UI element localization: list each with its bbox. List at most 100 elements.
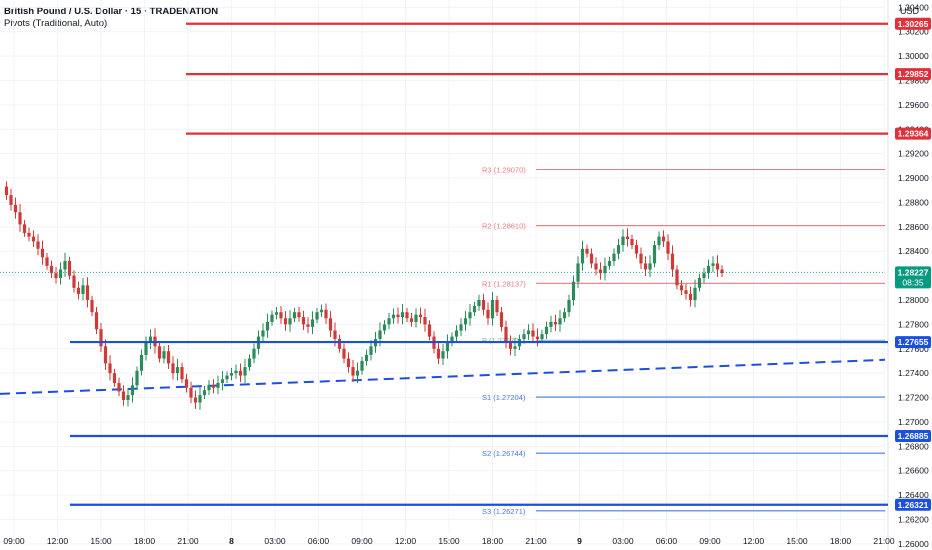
price-tick-label: 1.29000 [898, 173, 929, 183]
candle-body [441, 351, 445, 359]
candle-body [499, 312, 504, 327]
candle-body [283, 318, 288, 325]
candle-body [184, 379, 189, 388]
horizontal-levels: 1.30265 1.29852 1.29364 1.27655 1.26885 1.263… [70, 17, 931, 511]
time-tick-label: 09:00 [3, 536, 25, 546]
trendline-dashed [0, 358, 886, 395]
candle-body [477, 300, 481, 307]
candle-body [688, 293, 693, 300]
candle-body [702, 273, 706, 279]
level-price-tag-label: 1.26885 [898, 431, 929, 441]
time-tick-label: 21:00 [873, 536, 895, 546]
candle-body [49, 265, 54, 274]
candle-body [76, 287, 81, 294]
candle-body [369, 346, 373, 355]
candle-body [13, 204, 18, 213]
candle-body [463, 318, 468, 325]
candle-body [553, 321, 558, 325]
candle-body [576, 263, 580, 282]
candle-body [526, 330, 531, 335]
candle-body [351, 367, 355, 376]
candle-body [544, 326, 549, 335]
candle-body [436, 348, 441, 359]
candle-body [445, 342, 450, 352]
candle-body [657, 236, 661, 246]
candle-body [603, 265, 607, 274]
candle-body [67, 260, 72, 276]
candle-body [639, 253, 643, 264]
candle-body [211, 385, 216, 388]
candle-body [31, 236, 36, 242]
candle-body [607, 260, 612, 266]
candle-body [261, 330, 265, 337]
candle-body [346, 358, 351, 368]
candle-body [562, 312, 567, 319]
candle-body [180, 367, 184, 380]
candle-body [675, 269, 679, 286]
candle-body [279, 312, 283, 319]
candle-body [558, 318, 562, 325]
time-tick-label: 21:00 [525, 536, 547, 546]
candle-body [94, 312, 99, 330]
candle-body [571, 281, 576, 300]
price-tick-label: 1.28000 [898, 295, 929, 305]
candle-body [144, 342, 148, 355]
candle-body [58, 269, 63, 279]
time-tick-label: 8 [229, 536, 234, 546]
candle-body [598, 269, 603, 274]
time-tick-label: 15:00 [90, 536, 112, 546]
candle-body [549, 321, 553, 327]
time-tick-label: 12:00 [743, 536, 765, 546]
candle-body [711, 263, 715, 266]
candle-body [535, 336, 540, 340]
candle-body [40, 248, 45, 258]
level-price-tag [895, 127, 931, 140]
candle-body [540, 334, 544, 340]
candle-body [135, 370, 139, 386]
candle-body [315, 312, 319, 320]
price-tick-label: 1.29200 [898, 149, 929, 159]
candle-body [333, 330, 337, 340]
candle-body [567, 300, 571, 313]
candle-body [697, 278, 702, 288]
candle-body [589, 253, 594, 264]
time-axis: 09:00 12:00 15:00 18:00 21:00 8 03:00 06:00 09:0… [3, 536, 895, 546]
candle-body [585, 248, 589, 254]
grid-lines [0, 0, 885, 545]
candle-body [693, 287, 697, 300]
candle-body [684, 290, 688, 294]
candle-body [643, 263, 648, 270]
candle-body [648, 263, 652, 270]
candle-body [513, 346, 517, 349]
price-tick-label: 1.28600 [898, 222, 929, 232]
candle-body [715, 263, 720, 270]
candle-body [621, 236, 625, 246]
candle-body [337, 339, 342, 349]
candle-body [81, 285, 85, 294]
candle-body [117, 382, 121, 392]
candle-body [108, 363, 112, 374]
candle-body [706, 265, 711, 274]
candle-body [225, 375, 229, 380]
price-tick-label: 1.27600 [898, 344, 929, 354]
level-price-tag [895, 336, 931, 349]
time-tick-label: 12:00 [47, 536, 69, 546]
candle-body [36, 241, 40, 249]
price-tick-label: 1.30000 [898, 51, 929, 61]
candle-body [189, 387, 193, 398]
level-price-tag [895, 17, 931, 30]
time-tick-label: 06:00 [656, 536, 678, 546]
candle-body [270, 314, 274, 322]
indicator-label[interactable]: Pivots (Traditional, Auto) [4, 18, 108, 29]
candle-body [661, 236, 666, 242]
candle-body [216, 382, 220, 388]
candle-body [355, 370, 360, 376]
candle-body [382, 324, 387, 331]
pivot-label: R1 (1.28137) [482, 279, 526, 288]
candle-body [495, 300, 499, 313]
pivot-label: S2 (1.26744) [482, 449, 526, 458]
candle-body [63, 260, 67, 270]
price-tick-label: 1.26200 [898, 515, 929, 525]
